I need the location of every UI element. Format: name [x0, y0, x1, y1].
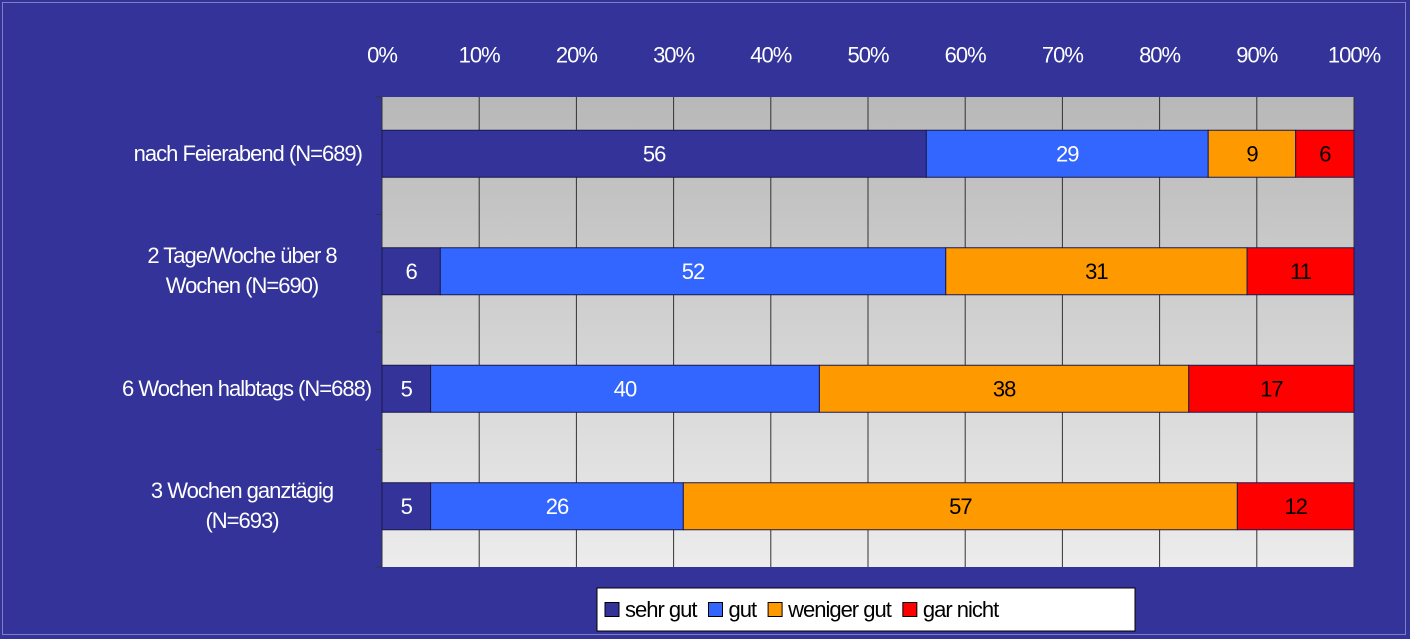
legend-swatch	[604, 602, 620, 617]
bar-segment	[430, 482, 684, 531]
legend-label: weniger gut	[787, 597, 892, 622]
data-label: 38	[993, 376, 1016, 401]
bar-segment	[818, 364, 1190, 413]
data-label: 17	[1260, 376, 1283, 401]
x-tick-label: 60%	[945, 43, 986, 68]
data-label: 11	[1290, 259, 1312, 284]
bar-segment	[1295, 129, 1355, 178]
bar-segment	[1188, 364, 1355, 413]
x-tick-label: 50%	[847, 43, 888, 68]
bar-segment	[1246, 247, 1355, 296]
bar-segment	[925, 129, 1209, 178]
y-tick-label-box: 3 Wochen ganztägig (N=693)	[0, 466, 362, 546]
bar-segment	[381, 129, 927, 178]
bar-segment	[381, 247, 441, 296]
y-tick-label: nach Feierabend (N=689)	[133, 140, 363, 166]
data-label: 12	[1284, 494, 1307, 519]
legend-swatch	[902, 602, 918, 617]
bar-segment	[1236, 482, 1355, 531]
bar-segment	[381, 482, 432, 531]
y-tick-label: 6 Wochen halbtags (N=688)	[122, 375, 372, 401]
x-tick-label: 90%	[1236, 43, 1277, 68]
bar-segment	[439, 247, 947, 296]
data-label: 5	[401, 494, 413, 519]
legend: sehr gut gut weniger gut gar nicht	[596, 587, 1136, 632]
data-label: 56	[643, 141, 666, 166]
data-label: 31	[1085, 259, 1108, 284]
legend-box	[596, 587, 1136, 632]
data-label: 6	[1319, 141, 1331, 166]
x-tick-label: 10%	[459, 43, 500, 68]
x-tick-label: 70%	[1042, 43, 1083, 68]
y-tick-label-box: 6 Wochen halbtags (N=688)	[0, 349, 372, 429]
bar-segment	[682, 482, 1238, 531]
y-tick-label-box: 2 Tage/Woche über 8 Wochen (N=690)	[0, 231, 362, 311]
data-label: 5	[401, 376, 413, 401]
legend-label: sehr gut	[625, 597, 697, 622]
x-tick-label: 100%	[1328, 43, 1381, 68]
legend-swatch	[767, 602, 783, 617]
bar-segment	[945, 247, 1248, 296]
data-label: 57	[949, 494, 972, 519]
legend-swatch	[708, 602, 723, 617]
legend-label: gut	[729, 597, 757, 622]
data-label: 29	[1056, 141, 1079, 166]
x-tick-label: 20%	[556, 43, 597, 68]
y-tick-label: 3 Wochen ganztägig (N=693)	[150, 478, 334, 534]
data-label: 40	[614, 376, 637, 401]
bar-segment	[430, 364, 820, 413]
data-label: 52	[682, 259, 705, 284]
bar-segment	[381, 364, 432, 413]
data-label: 26	[546, 494, 569, 519]
data-label: 9	[1246, 141, 1258, 166]
legend-label: gar nicht	[923, 597, 999, 622]
x-tick-label: 80%	[1139, 43, 1180, 68]
y-tick-label-box: nach Feierabend (N=689)	[0, 114, 363, 194]
x-tick-label: 40%	[750, 43, 791, 68]
x-tick-label: 30%	[653, 43, 694, 68]
x-tick-label: 0%	[367, 43, 397, 68]
data-label: 6	[406, 259, 418, 284]
y-tick-label: 2 Tage/Woche über 8 Wochen (N=690)	[147, 243, 337, 299]
